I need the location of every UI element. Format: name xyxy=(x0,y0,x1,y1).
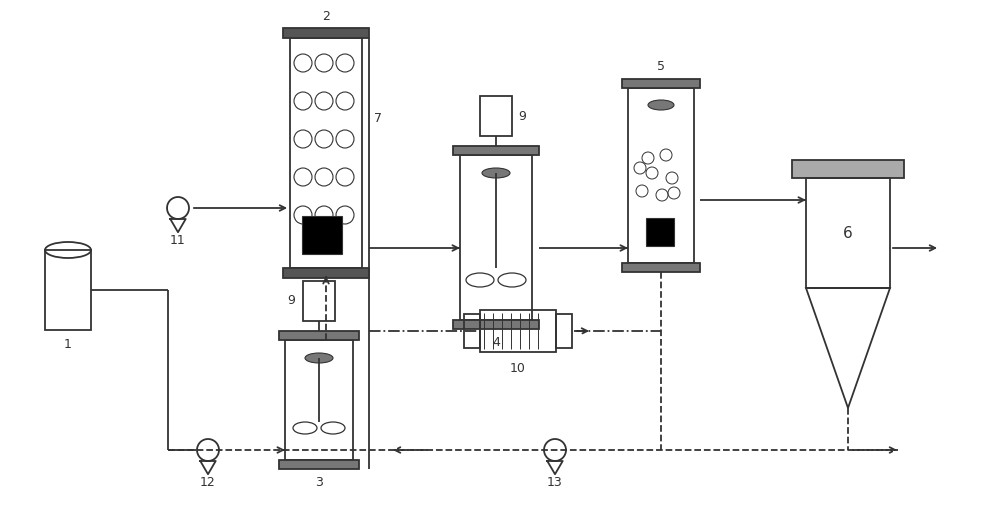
Bar xyxy=(460,155,532,320)
Bar xyxy=(285,340,353,460)
Bar xyxy=(628,88,694,263)
Text: 6: 6 xyxy=(843,225,853,241)
Text: 13: 13 xyxy=(547,475,563,489)
Bar xyxy=(279,460,359,469)
Text: 9: 9 xyxy=(518,110,526,122)
Text: 2: 2 xyxy=(322,10,330,22)
Bar xyxy=(806,178,890,288)
Bar xyxy=(622,263,700,272)
Bar xyxy=(302,216,342,254)
Bar xyxy=(290,38,362,268)
Bar xyxy=(453,320,539,329)
Ellipse shape xyxy=(305,353,333,363)
Bar xyxy=(464,314,480,348)
Text: 5: 5 xyxy=(657,59,665,73)
Text: 1: 1 xyxy=(64,338,72,350)
Text: 12: 12 xyxy=(200,475,216,489)
Text: 9: 9 xyxy=(287,295,295,307)
Bar xyxy=(646,218,674,246)
Text: 10: 10 xyxy=(510,361,526,375)
Bar xyxy=(453,146,539,155)
Bar xyxy=(480,96,512,136)
Bar xyxy=(556,314,572,348)
Bar xyxy=(792,160,904,178)
Bar xyxy=(45,250,91,330)
Bar xyxy=(622,79,700,88)
Text: 3: 3 xyxy=(315,475,323,489)
Bar xyxy=(283,28,369,38)
Ellipse shape xyxy=(482,168,510,178)
Text: 7: 7 xyxy=(374,111,382,125)
Bar xyxy=(283,268,369,278)
Bar xyxy=(279,331,359,340)
Ellipse shape xyxy=(648,100,674,110)
Text: 11: 11 xyxy=(170,234,186,246)
Text: 4: 4 xyxy=(492,335,500,349)
Bar xyxy=(480,310,556,352)
Bar xyxy=(303,281,335,321)
